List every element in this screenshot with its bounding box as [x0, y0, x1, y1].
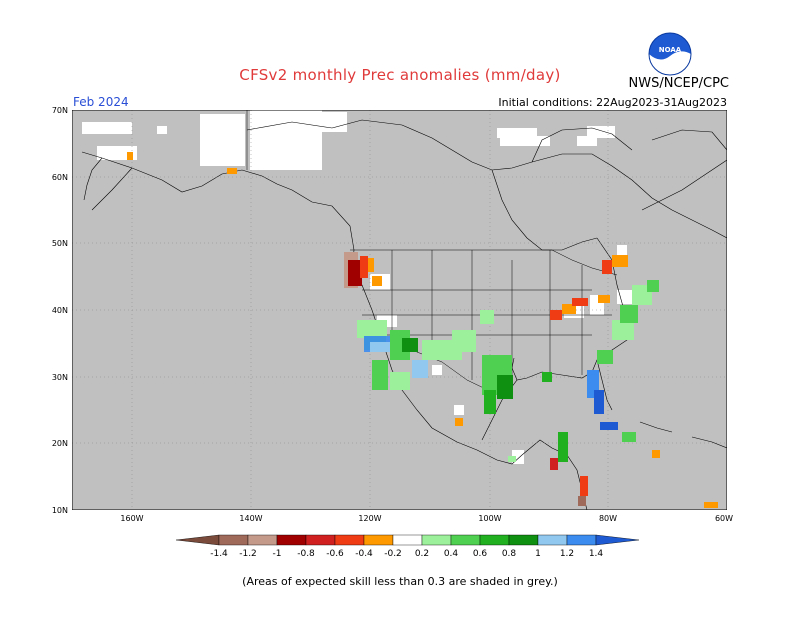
- colorbar-swatch: [421, 534, 452, 546]
- lon-label: 120W: [358, 514, 381, 523]
- lat-label: 70N: [52, 106, 68, 115]
- colorbar-label: -0.6: [326, 549, 344, 559]
- colorbar-swatch: [305, 534, 336, 546]
- colorbar-swatch: [218, 534, 249, 546]
- colorbar-label: 1: [535, 549, 541, 559]
- lat-label: 60N: [52, 173, 68, 182]
- colorbar-label: 0.6: [473, 549, 488, 559]
- lon-label: 140W: [239, 514, 262, 523]
- skill-note: (Areas of expected skill less than 0.3 a…: [242, 575, 558, 588]
- colorbar-label: 0.8: [502, 549, 517, 559]
- lat-label: 40N: [52, 306, 68, 315]
- colorbar-swatch: [363, 534, 394, 546]
- initial-conditions: Initial conditions: 22Aug2023-31Aug2023: [498, 96, 727, 109]
- colorbar-label: -1.2: [239, 549, 257, 559]
- colorbar-label: 0.4: [444, 549, 459, 559]
- colorbar-swatch: [450, 534, 481, 546]
- lat-label: 50N: [52, 239, 68, 248]
- colorbar-swatch: [508, 534, 539, 546]
- lat-label: 20N: [52, 439, 68, 448]
- wet-anomaly-patches: [357, 280, 659, 462]
- colorbar-swatch: [175, 534, 220, 546]
- colorbar-swatch: [595, 534, 640, 546]
- coastlines: [81, 119, 727, 510]
- colorbar-label: 1.4: [589, 549, 604, 559]
- lon-label: 80W: [599, 514, 617, 523]
- lon-label: 100W: [478, 514, 501, 523]
- lat-label: 10N: [52, 506, 68, 515]
- colorbar-label: -0.2: [384, 549, 402, 559]
- colorbar: -1.4 -1.2 -1 -0.8 -0.6 -0.4 -0.2 0.2 0.4 0.6 0.8 1 1…: [175, 534, 640, 559]
- colorbar-labels: -1.4 -1.2 -1 -0.8 -0.6 -0.4 -0.2 0.2 0.4 0.6 0.8 1 1…: [210, 549, 603, 559]
- forecast-month: Feb 2024: [73, 95, 129, 109]
- colorbar-label: -0.8: [297, 549, 315, 559]
- colorbar-swatch: [479, 534, 510, 546]
- lon-label: 60W: [715, 514, 733, 523]
- colorbar-swatch: [334, 534, 365, 546]
- colorbar-swatch: [392, 534, 423, 546]
- colorbar-label: 1.2: [560, 549, 574, 559]
- precip-anomaly-map: [72, 110, 727, 510]
- colorbar-label: -0.4: [355, 549, 373, 559]
- colorbar-label: -1: [273, 549, 282, 559]
- colorbar-swatch: [276, 534, 307, 546]
- lat-label: 30N: [52, 373, 68, 382]
- map-axes: 70N 60N 50N 40N 30N 20N 10N 160W 140W 12…: [52, 106, 733, 523]
- noaa-logo-icon: NOAA: [648, 32, 692, 76]
- map-background: [72, 110, 727, 510]
- noaa-logo-text: NOAA: [659, 46, 682, 54]
- colorbar-swatch: [566, 534, 597, 546]
- map-title: CFSv2 monthly Prec anomalies (mm/day): [239, 66, 561, 84]
- dry-anomaly-patches: [127, 152, 718, 508]
- colorbar-label: -1.4: [210, 549, 228, 559]
- lon-label: 160W: [120, 514, 143, 523]
- organization-label: NWS/NCEP/CPC: [628, 76, 729, 91]
- colorbar-swatches: [175, 534, 640, 546]
- colorbar-label: 0.2: [415, 549, 429, 559]
- colorbar-swatch: [247, 534, 278, 546]
- colorbar-swatch: [537, 534, 568, 546]
